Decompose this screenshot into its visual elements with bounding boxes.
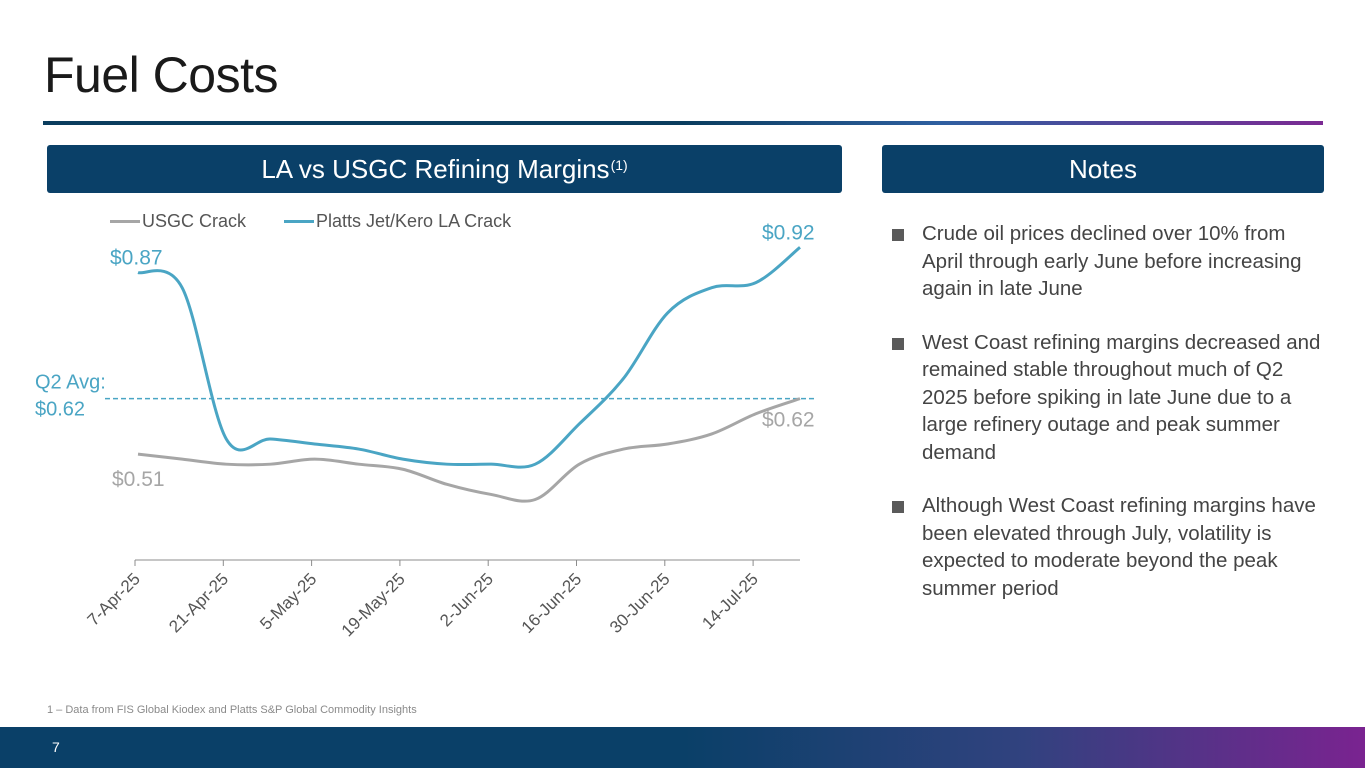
note-text: Although West Coast refining margins hav… — [922, 494, 1316, 600]
chart-panel-footnote-ref: (1) — [610, 157, 628, 173]
x-tick-label: 5-May-25 — [256, 569, 320, 633]
data-label: $0.92 — [762, 221, 815, 244]
data-label: $0.62 — [762, 409, 815, 432]
square-bullet-icon — [892, 229, 904, 241]
reference-line-label: Q2 Avg: — [35, 372, 106, 394]
note-text: West Coast refining margins decreased an… — [922, 330, 1321, 464]
x-tick-label: 2-Jun-25 — [436, 569, 497, 630]
chart-legend: USGC Crack Platts Jet/Kero LA Crack — [110, 211, 511, 232]
square-bullet-icon — [892, 501, 904, 513]
legend-label-usgc: USGC Crack — [142, 211, 247, 231]
chart-panel-heading: LA vs USGC Refining Margins — [261, 153, 610, 184]
x-tick-label: 14-Jul-25 — [698, 569, 762, 633]
notes-panel-header: Notes — [882, 145, 1324, 193]
x-tick-label: 16-Jun-25 — [518, 569, 586, 637]
x-tick-label: 30-Jun-25 — [606, 569, 674, 637]
legend-label-la: Platts Jet/Kero LA Crack — [316, 211, 512, 231]
series-line-usgc — [137, 397, 801, 503]
x-tick-label: 7-Apr-25 — [84, 569, 144, 629]
notes-panel-heading: Notes — [1069, 153, 1137, 184]
page-number: 7 — [52, 739, 60, 755]
square-bullet-icon — [892, 337, 904, 350]
data-label: $0.51 — [112, 468, 165, 491]
legend-item-la: Platts Jet/Kero LA Crack — [284, 211, 511, 232]
data-label: $0.87 — [110, 247, 163, 270]
note-item: Although West Coast refining margins hav… — [892, 492, 1322, 602]
notes-list: Crude oil prices declined over 10% from … — [892, 220, 1322, 628]
legend-item-usgc: USGC Crack — [110, 211, 246, 232]
title-divider — [43, 121, 1323, 125]
x-tick-label: 19-May-25 — [338, 569, 409, 640]
legend-swatch-usgc — [110, 220, 140, 223]
x-tick-label: 21-Apr-25 — [165, 569, 232, 636]
page-title: Fuel Costs — [44, 47, 278, 103]
line-chart: 7-Apr-25 21-Apr-25 5-May-25 19-May-25 2-Jun-… — [35, 221, 815, 640]
footnote: 1 – Data from FIS Global Kiodex and Plat… — [47, 704, 417, 716]
footer-bar: 7 — [0, 727, 1365, 768]
note-text: Crude oil prices declined over 10% from … — [922, 222, 1302, 300]
chart-panel-header: LA vs USGC Refining Margins (1) — [47, 145, 842, 193]
note-item: West Coast refining margins decreased an… — [892, 329, 1322, 467]
legend-swatch-la — [284, 220, 315, 223]
series-line-la-jet-kero — [137, 246, 801, 469]
note-item: Crude oil prices declined over 10% from … — [892, 220, 1322, 303]
reference-line-value: $0.62 — [35, 399, 85, 421]
